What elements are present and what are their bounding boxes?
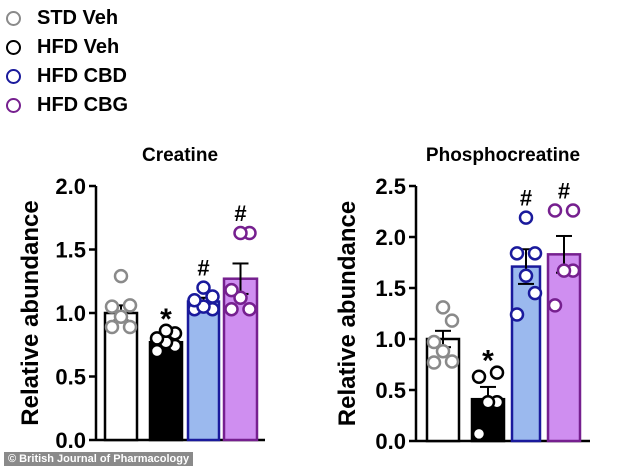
data-point xyxy=(547,298,563,313)
y-axis-label: Relative abundance xyxy=(334,201,361,426)
data-point xyxy=(518,268,534,284)
y-tick-label: 2.0 xyxy=(375,225,406,250)
data-point xyxy=(224,301,239,317)
significance-marker: # xyxy=(234,201,246,226)
y-tick-label: 0.0 xyxy=(375,429,406,454)
y-tick-label: 1.0 xyxy=(55,301,86,326)
data-point xyxy=(196,280,211,295)
chart-1: Phosphocreatine Relative abundance 0.0 0.5 1… xyxy=(334,145,590,454)
data-point xyxy=(113,309,129,325)
legend-item: HFD Veh xyxy=(6,33,128,62)
y-tick-label: 2.5 xyxy=(375,174,406,199)
data-point xyxy=(480,394,496,410)
data-point xyxy=(224,282,239,298)
data-point xyxy=(435,343,451,359)
significance-marker: * xyxy=(482,345,494,378)
data-point xyxy=(233,290,248,306)
data-point xyxy=(158,323,174,339)
y-tick-label: 0.5 xyxy=(55,365,86,390)
data-point xyxy=(122,298,138,313)
data-point xyxy=(471,426,487,442)
data-point xyxy=(242,301,257,317)
significance-marker: # xyxy=(520,186,532,211)
data-point xyxy=(233,225,248,241)
data-point xyxy=(104,319,120,335)
y-axis-label: Relative abundance xyxy=(17,200,44,425)
bar xyxy=(546,253,582,443)
y-tick-label: 1.5 xyxy=(375,276,406,301)
data-point xyxy=(435,300,451,315)
legend-marker-icon xyxy=(6,98,21,113)
data-point xyxy=(444,354,460,369)
data-point xyxy=(205,289,220,304)
data-point xyxy=(547,203,563,218)
data-point xyxy=(527,285,543,301)
legend-label: HFD Veh xyxy=(37,36,120,58)
data-point xyxy=(527,246,543,261)
legend-label: HFD CBD xyxy=(37,65,127,87)
legend-label: HFD CBG xyxy=(37,94,129,116)
bar xyxy=(148,340,184,442)
data-point xyxy=(113,268,129,284)
significance-marker: * xyxy=(160,303,172,336)
data-point xyxy=(444,313,460,328)
legend-item: STD Veh xyxy=(6,4,128,33)
significance-marker: # xyxy=(558,178,570,203)
y-tick-label: 1.5 xyxy=(55,238,86,263)
y-tick-label: 2.0 xyxy=(55,174,86,199)
legend-marker-icon xyxy=(6,11,21,26)
legend-item: HFD CBD xyxy=(6,62,128,91)
data-point xyxy=(509,307,525,322)
data-point xyxy=(149,331,165,346)
data-point xyxy=(565,203,581,218)
data-point xyxy=(471,369,487,384)
credit: © British Journal of Pharmacology xyxy=(4,452,194,466)
bar xyxy=(186,300,221,442)
y-tick-label: 1.0 xyxy=(375,327,406,352)
data-point xyxy=(187,293,202,308)
legend-item: HFD CBG xyxy=(6,91,128,120)
legend-label: STD Veh xyxy=(37,7,119,29)
chart-title: Creatine xyxy=(142,145,218,166)
data-point xyxy=(489,365,505,380)
data-point xyxy=(426,355,442,370)
y-tick-label: 0.0 xyxy=(55,428,86,453)
legend-marker-icon xyxy=(6,69,21,84)
legend-marker-icon xyxy=(6,40,21,55)
chart-0: Creatine Relative abundance 0.0 0.5 1.0 1.5 2.… xyxy=(17,145,265,453)
data-point xyxy=(104,299,120,314)
data-point xyxy=(122,319,138,335)
significance-marker: # xyxy=(197,256,209,281)
data-point xyxy=(518,210,534,225)
data-point xyxy=(509,246,525,261)
data-point xyxy=(556,263,572,278)
chart-title: Phosphocreatine xyxy=(426,145,580,166)
y-tick-label: 0.5 xyxy=(375,378,406,403)
legend: STD Veh HFD Veh HFD CBD HFD CBG xyxy=(6,4,128,120)
data-point xyxy=(426,334,442,350)
